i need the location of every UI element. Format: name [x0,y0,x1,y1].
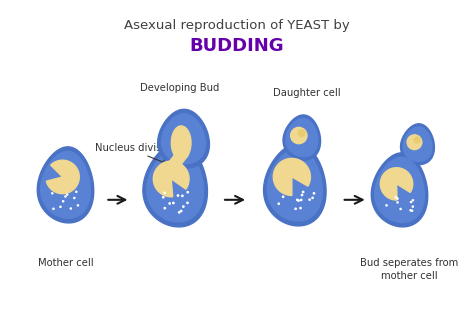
Circle shape [182,195,183,197]
Circle shape [77,205,79,206]
Text: Daughter cell: Daughter cell [273,88,341,98]
Circle shape [410,202,411,203]
Polygon shape [37,147,94,223]
Circle shape [397,202,398,203]
Polygon shape [267,149,322,221]
Polygon shape [380,168,413,200]
Circle shape [309,199,310,200]
Circle shape [67,194,68,195]
Circle shape [52,193,53,194]
Circle shape [76,191,77,192]
Circle shape [177,195,179,196]
Circle shape [298,200,299,201]
Circle shape [395,197,396,198]
Circle shape [397,198,398,199]
Circle shape [313,193,315,194]
Circle shape [181,210,182,212]
Circle shape [301,199,302,201]
Polygon shape [153,161,189,197]
Circle shape [386,205,387,206]
Circle shape [283,196,284,198]
Circle shape [70,208,72,209]
Circle shape [312,197,313,198]
Circle shape [297,199,298,201]
Circle shape [400,209,401,210]
Circle shape [164,208,165,209]
Circle shape [278,203,280,204]
Polygon shape [164,155,188,168]
Text: Mother cell: Mother cell [38,258,93,268]
Polygon shape [286,118,318,157]
Circle shape [302,191,304,193]
Circle shape [60,206,61,207]
Circle shape [173,202,174,204]
Text: BUDDING: BUDDING [190,37,284,55]
Polygon shape [41,151,91,218]
Polygon shape [158,109,210,168]
Polygon shape [371,153,428,227]
Circle shape [187,191,188,193]
Polygon shape [374,157,424,222]
Text: Developing Bud: Developing Bud [140,83,220,93]
Circle shape [414,137,420,143]
Polygon shape [401,124,434,165]
Polygon shape [171,126,191,160]
Text: Bud seperates from
mother cell: Bud seperates from mother cell [360,258,459,281]
Polygon shape [46,160,79,194]
Polygon shape [162,114,205,164]
Circle shape [412,206,413,207]
Circle shape [295,208,296,210]
Text: Asexual reproduction of YEAST by: Asexual reproduction of YEAST by [124,19,350,32]
Circle shape [179,212,180,213]
Circle shape [407,135,422,149]
Polygon shape [273,158,310,195]
Polygon shape [147,148,203,222]
Circle shape [300,207,301,209]
Circle shape [411,210,413,211]
Circle shape [163,197,164,198]
Circle shape [410,210,411,211]
Circle shape [182,206,184,207]
Circle shape [63,201,64,202]
Polygon shape [403,127,432,161]
Polygon shape [283,115,320,160]
Polygon shape [143,143,208,227]
Circle shape [53,208,54,210]
Circle shape [299,130,305,136]
Circle shape [291,127,307,144]
Circle shape [412,200,413,201]
Circle shape [164,192,165,194]
Text: Nucleus division: Nucleus division [95,143,177,153]
Circle shape [187,202,188,204]
Circle shape [301,194,303,196]
Circle shape [65,196,66,197]
Polygon shape [264,144,326,226]
Circle shape [169,203,170,204]
